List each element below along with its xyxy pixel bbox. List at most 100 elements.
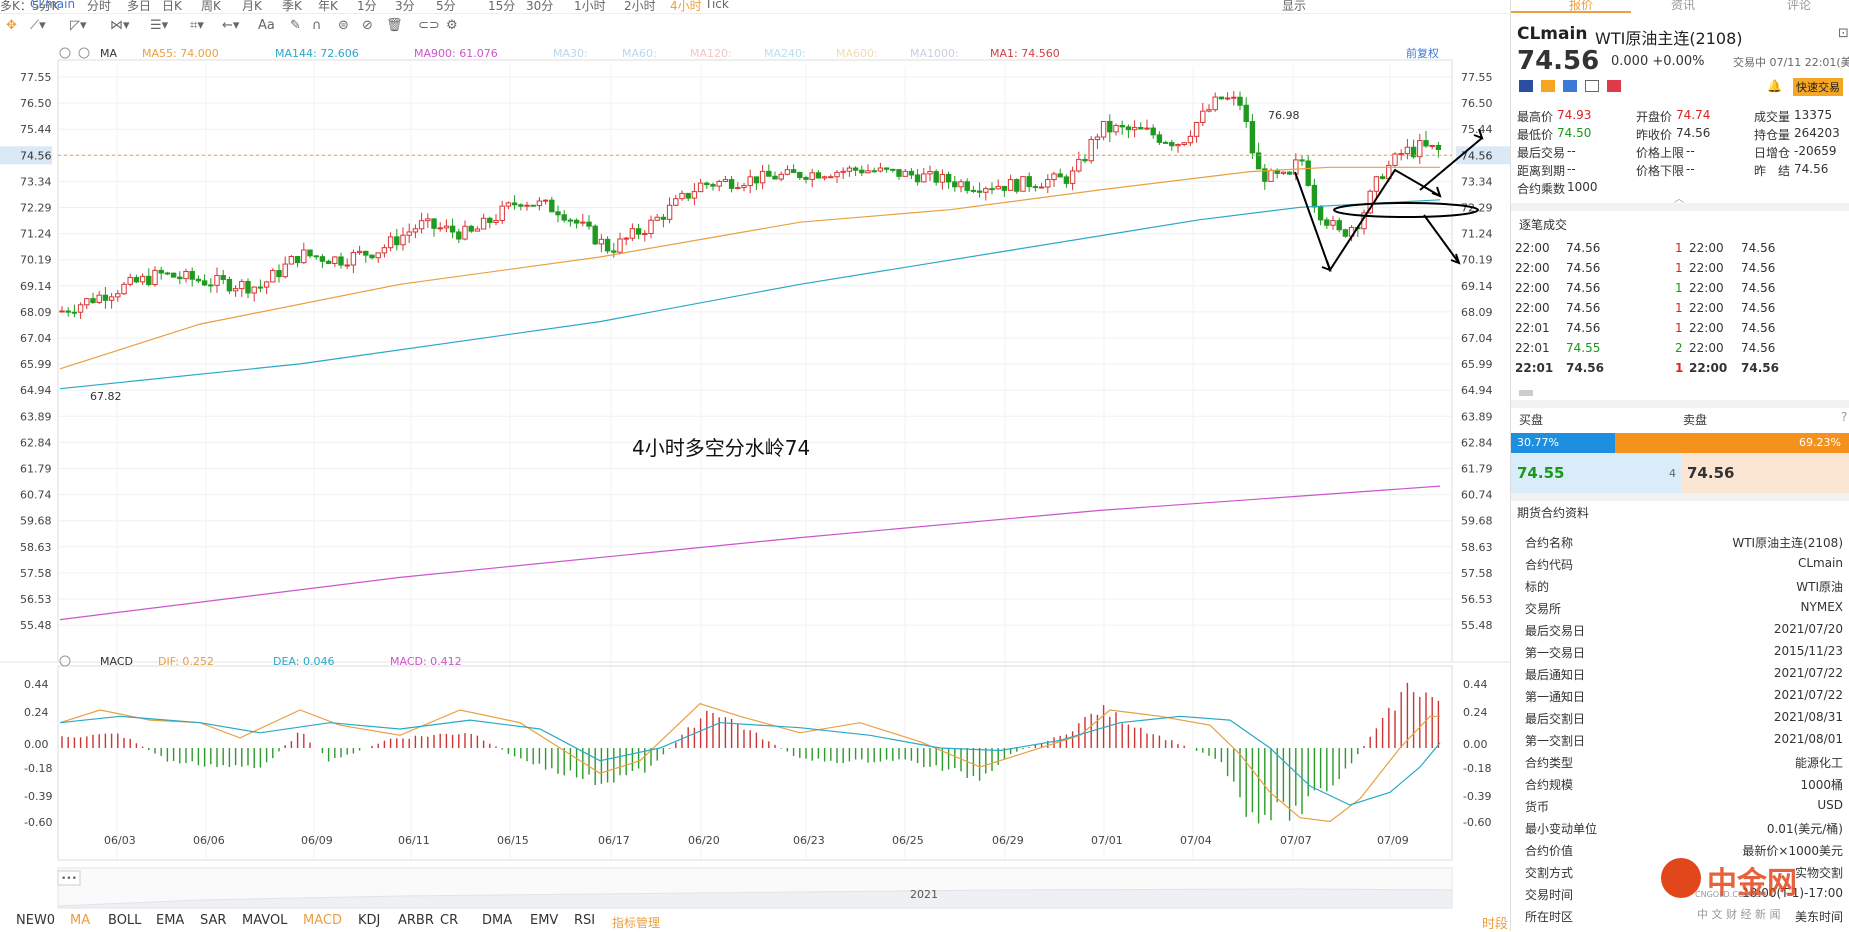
indicator-tab-ma[interactable]: MA (70, 913, 91, 928)
chart-area[interactable]: 77.55 77.55 76.50 76.50 75.44 75.44 74.56 74.56… (0, 38, 1510, 918)
candle-body (1218, 96, 1225, 100)
indicator-tab-指标管理[interactable]: 指标管理 (612, 916, 661, 930)
period-2[interactable]: 日K (162, 0, 182, 13)
range-navigator[interactable] (57, 867, 1453, 909)
candle-body (1175, 144, 1181, 147)
info-key: 标的 (1525, 580, 1550, 594)
indicator-tab-boll[interactable]: BOLL (108, 913, 142, 928)
price-axis-label-left: 73.34 (20, 175, 52, 188)
last-price: 74.56 (1517, 46, 1600, 76)
info-value: 1000桶 (1800, 778, 1843, 792)
candle-body (90, 298, 96, 303)
display-menu[interactable]: 显示 (1282, 0, 1307, 13)
gann-tool-icon[interactable]: ⌗▾ (190, 18, 204, 33)
period-8[interactable]: 3分 (395, 0, 415, 13)
settings-icon[interactable]: ⚙ (446, 18, 458, 33)
lines-tool-icon[interactable]: ⟋▾ (30, 18, 46, 33)
indicator-tab-mavol[interactable]: MAVOL (242, 913, 288, 928)
period-11[interactable]: 30分 (526, 0, 554, 13)
period-0[interactable]: 分时 (87, 0, 112, 13)
date-axis-label: 06/09 (301, 834, 333, 847)
candle-body (1237, 96, 1243, 106)
shapes-tool-icon[interactable]: ◸▾ (70, 18, 87, 33)
period-1[interactable]: 多日 (127, 0, 152, 13)
quick-trade-button[interactable]: 快速交易 (1793, 78, 1843, 96)
crosshair-icon[interactable]: ✥ (6, 18, 17, 33)
candle-body (1076, 158, 1082, 172)
price-tag-right (1456, 146, 1510, 165)
period-4[interactable]: 月K (242, 0, 262, 13)
trash-icon[interactable]: 🗑 (386, 18, 403, 33)
indicator-tab-kdj[interactable]: KDJ (358, 913, 381, 928)
magnet-icon[interactable]: ∩ (312, 18, 322, 33)
candle-body (710, 184, 716, 187)
pen-icon[interactable]: ✎ (290, 18, 301, 33)
candle-body (170, 272, 177, 278)
tab-quote[interactable]: 报价 (1569, 0, 1594, 12)
price-change: 0.000 +0.00% (1611, 54, 1705, 69)
tab-comments[interactable]: 评论 (1787, 0, 1812, 12)
note-icon[interactable] (1585, 80, 1599, 92)
candle-body (1082, 158, 1088, 162)
expand-icon[interactable]: ⊡ (1838, 26, 1849, 41)
indicator-tab-emv[interactable]: EMV (530, 913, 559, 928)
period-16[interactable]: 多K：5分K (0, 0, 60, 13)
trade-p2: 74.56 (1741, 341, 1776, 355)
lightning-icon[interactable] (1541, 80, 1555, 92)
session-button[interactable]: 时段 (1482, 917, 1509, 932)
kline-chart[interactable]: 77.55 77.55 76.50 76.50 75.44 75.44 74.56 74.56… (0, 38, 1510, 918)
indicator-tabs: NEW0 MA BOLL EMA SAR MAVOL MACD KDJ ARBR CR DMA EMV… (0, 912, 1510, 932)
candle-body (276, 270, 282, 278)
hide-icon[interactable]: ⊘ (362, 18, 373, 33)
indicator-tab-arbr[interactable]: ARBR (398, 913, 434, 928)
indicator-tab-dma[interactable]: DMA (482, 913, 513, 928)
tab-news[interactable]: 资讯 (1671, 0, 1696, 12)
lock-icon[interactable]: ⊜ (338, 18, 349, 33)
price-axis-label-right: 65.99 (1461, 358, 1493, 371)
link-icon[interactable]: ⊂⊃ (418, 18, 440, 33)
date-axis-label: 06/03 (104, 834, 136, 847)
candle-body (549, 199, 555, 213)
period-6[interactable]: 年K (318, 0, 338, 13)
period-5[interactable]: 季K (282, 0, 302, 13)
period-7[interactable]: 1分 (357, 0, 377, 13)
fib-tool-icon[interactable]: ☰▾ (150, 18, 169, 33)
indicator-tab-new0[interactable]: NEW0 (16, 913, 56, 928)
indicator-tab-rsi[interactable]: RSI (574, 913, 596, 928)
indicator-tab-ema[interactable]: EMA (156, 913, 185, 928)
alert-icon[interactable] (1563, 80, 1577, 92)
candle-body (908, 170, 915, 176)
pattern-tool-icon[interactable]: ⋈▾ (110, 18, 130, 33)
measure-tool-icon[interactable]: ←▾ (222, 18, 240, 33)
candle-body (375, 252, 381, 259)
help-icon[interactable]: ? (1841, 410, 1848, 424)
macd-axis-left: 0.24 (24, 706, 49, 719)
period-15[interactable]: Tick (705, 0, 729, 11)
collapse-icon[interactable]: ︿ (1674, 194, 1684, 205)
price-axis-label-right: 69.14 (1461, 280, 1493, 293)
info-key: 交易时间 (1525, 888, 1574, 902)
text-tool[interactable]: Aa (258, 18, 275, 33)
period-9[interactable]: 5分 (436, 0, 456, 13)
period-13[interactable]: 2小时 (624, 0, 656, 13)
bid-box: 74.55 4 (1511, 453, 1681, 493)
scroll-handle[interactable] (1519, 390, 1533, 396)
indicator-tab-cr[interactable]: CR (440, 913, 459, 928)
symbol-selector[interactable]: CLmain (30, 0, 76, 11)
favorite-icon[interactable] (1607, 80, 1621, 92)
candle-body (1286, 171, 1293, 175)
period-12[interactable]: 1小时 (574, 0, 606, 13)
period-10[interactable]: 15分 (488, 0, 516, 13)
stat-label: 距离到期 (1517, 164, 1566, 178)
candle-body (970, 189, 977, 192)
period-14[interactable]: 4小时 (670, 0, 702, 13)
info-title: 期货合约资料 (1517, 506, 1590, 520)
period-3[interactable]: 周K (201, 0, 221, 13)
bell-icon[interactable]: 🔔 (1767, 79, 1782, 93)
indicator-tab-sar[interactable]: SAR (200, 913, 227, 928)
candle-body (115, 293, 121, 298)
price-axis-label-right: 71.24 (1461, 228, 1493, 241)
info-value: 18:00(T-1)-17:00 (1741, 886, 1843, 900)
trade-t2: 22:00 (1689, 241, 1724, 255)
indicator-tab-macd[interactable]: MACD (303, 913, 342, 928)
